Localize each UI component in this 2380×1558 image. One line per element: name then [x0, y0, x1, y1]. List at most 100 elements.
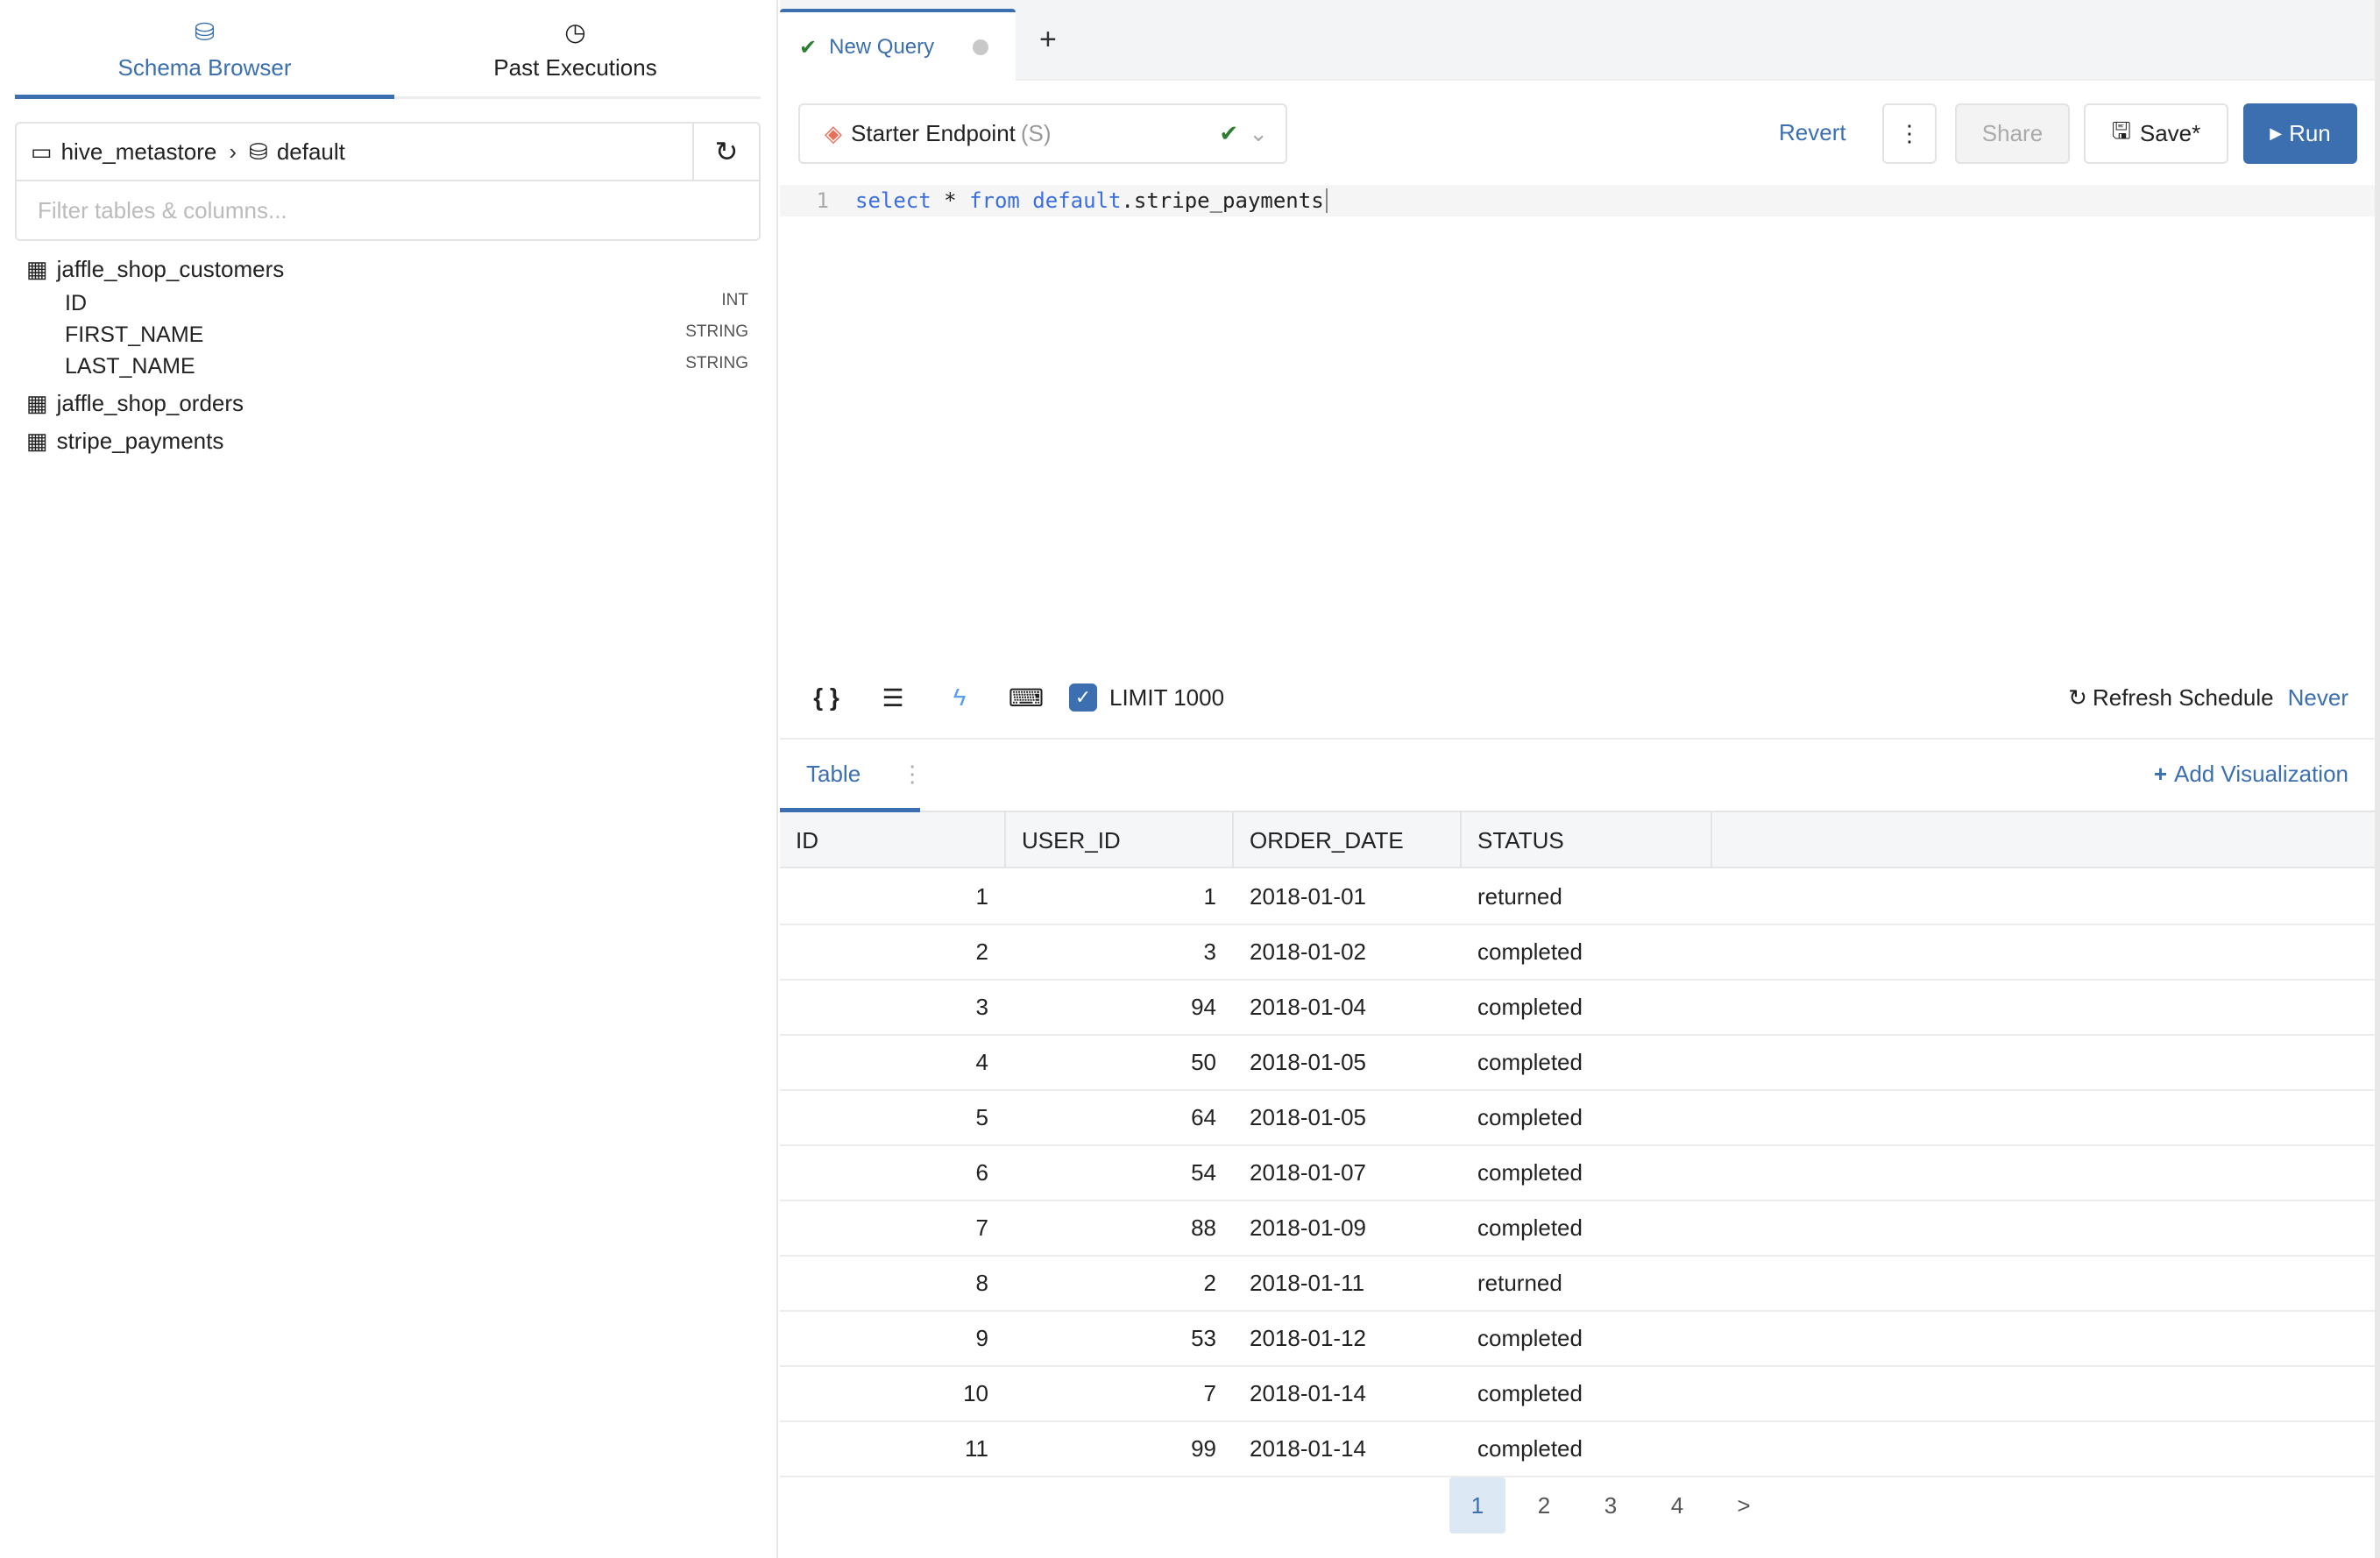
table-cell: 64	[1191, 1104, 1216, 1130]
column-header[interactable]: ID	[780, 812, 1006, 868]
more-options-button[interactable]: ⋮	[1882, 103, 1937, 164]
filter-input[interactable]	[15, 181, 761, 241]
table-icon: ▦	[26, 428, 48, 454]
scrollbar[interactable]	[2375, 0, 2380, 1558]
table-cell: 2	[975, 938, 988, 965]
table-cell: completed	[1477, 938, 1583, 965]
text-cursor	[1325, 188, 1328, 213]
table-cell: 7	[1203, 1380, 1216, 1406]
table-cell: 2	[1203, 1270, 1216, 1296]
table-cell: 9	[975, 1325, 988, 1351]
divider	[780, 738, 2375, 740]
active-tab-indicator	[15, 95, 394, 99]
refresh-schedule-value[interactable]: Never	[2287, 683, 2348, 711]
refresh-icon: ↻	[714, 136, 739, 167]
table-cell: returned	[1477, 1270, 1562, 1296]
table-cell: 2018-01-07	[1250, 1159, 1366, 1186]
sql-schema: default	[1019, 188, 1122, 213]
table-cell: 2018-01-09	[1250, 1215, 1366, 1241]
column-name: FIRST_NAME	[65, 322, 204, 347]
kebab-icon[interactable]: ⋮	[901, 761, 924, 787]
table-name: stripe_payments	[56, 428, 224, 454]
column-header[interactable]: STATUS	[1462, 812, 1712, 868]
endpoint-size: (S)	[1020, 120, 1052, 146]
table-cell: 2018-01-14	[1250, 1435, 1366, 1462]
limit-checkbox[interactable]: ✓	[1069, 683, 1097, 712]
save-label: Save*	[2139, 120, 2201, 146]
column-type: INT	[721, 291, 748, 309]
add-visualization-button[interactable]: + Add Visualization	[2154, 761, 2348, 788]
catalog-icon: ▭	[31, 138, 53, 165]
tab-table[interactable]: Table ⋮	[806, 761, 924, 788]
lightning-icon[interactable]: ϟ	[953, 683, 967, 711]
share-button[interactable]: Share	[1955, 103, 2070, 164]
endpoint-selector[interactable]: ◈ Starter Endpoint (S) ✔ ⌄	[798, 103, 1287, 164]
add-tab-button[interactable]: +	[1039, 23, 1057, 56]
tab-divider	[780, 811, 2375, 812]
endpoint-name: Starter Endpoint	[851, 120, 1016, 146]
refresh-button[interactable]: ↻	[692, 124, 759, 180]
table-item[interactable]: ▦ jaffle_shop_orders	[26, 390, 244, 417]
table-row: 2 3 2018-01-02 completed	[780, 925, 2375, 981]
breadcrumb-catalog[interactable]: hive_metastore	[60, 138, 217, 165]
table-cell: 4	[975, 1049, 988, 1075]
tab-label: New Query	[829, 35, 935, 59]
breadcrumb-schema[interactable]: default	[276, 138, 345, 165]
table-cell: completed	[1477, 1104, 1583, 1130]
table-cell: 2018-01-01	[1250, 883, 1366, 910]
table-cell: 94	[1191, 994, 1216, 1020]
column-item[interactable]: LAST_NAME STRING	[65, 354, 748, 379]
table-cell: completed	[1477, 1049, 1583, 1075]
table-cell: returned	[1477, 883, 1562, 910]
table-cell: 2018-01-05	[1250, 1049, 1366, 1075]
tab-new-query[interactable]: ✔ New Query	[780, 9, 1016, 82]
table-row: 5 64 2018-01-05 completed	[780, 1091, 2375, 1146]
editor-toolbar: { } ☰ ϟ ⌨ ✓ LIMIT 1000 ↻ Refresh Schedul…	[780, 675, 2375, 720]
plus-icon: +	[2153, 761, 2167, 787]
table-cell: 2018-01-04	[1250, 994, 1366, 1020]
page-button[interactable]: 2	[1537, 1491, 1551, 1519]
indent-icon[interactable]: ☰	[882, 683, 904, 712]
table-cell: 3	[1203, 938, 1216, 965]
check-circle-icon: ✔	[1219, 120, 1239, 146]
column-item[interactable]: FIRST_NAME STRING	[65, 322, 748, 348]
column-header[interactable]: USER_ID	[1006, 812, 1234, 868]
table-item[interactable]: ▦ jaffle_shop_customers	[26, 256, 284, 283]
table-row: 8 2 2018-01-11 returned	[780, 1257, 2375, 1312]
page-button[interactable]: 4	[1670, 1491, 1684, 1519]
sql-table: .stripe_payments	[1121, 188, 1324, 213]
page-button[interactable]: 3	[1604, 1491, 1618, 1519]
table-header: ID USER_ID ORDER_DATE STATUS	[780, 812, 2375, 868]
table-cell: completed	[1477, 1215, 1583, 1241]
table-cell: 1	[1203, 883, 1216, 910]
format-braces-icon[interactable]: { }	[813, 683, 839, 711]
line-number: 1	[816, 188, 829, 213]
tab-past-executions[interactable]: ◷ Past Executions	[386, 18, 765, 81]
refresh-icon: ↻	[2068, 683, 2087, 711]
page-button[interactable]: 1	[1449, 1477, 1505, 1533]
add-visualization-label: Add Visualization	[2174, 761, 2348, 787]
revert-button[interactable]: Revert	[1779, 119, 1846, 145]
table-cell: 5	[975, 1104, 988, 1130]
table-cell: 2018-01-05	[1250, 1104, 1366, 1130]
column-header[interactable]: ORDER_DATE	[1234, 812, 1462, 868]
table-cell: completed	[1477, 1159, 1583, 1186]
table-cell: 6	[975, 1159, 988, 1186]
next-page-button[interactable]: >	[1737, 1491, 1751, 1519]
table-cell: 50	[1191, 1049, 1216, 1075]
table-cell: 2018-01-12	[1250, 1325, 1366, 1351]
column-item[interactable]: ID INT	[65, 291, 748, 316]
tab-schema-browser[interactable]: ⛁ Schema Browser	[15, 18, 394, 81]
keyboard-icon[interactable]: ⌨	[1008, 683, 1045, 712]
table-cell: completed	[1477, 1325, 1583, 1351]
table-item[interactable]: ▦ stripe_payments	[26, 428, 223, 455]
sql-editor[interactable]: 1 select * from default .stripe_payments	[780, 185, 2375, 216]
run-button[interactable]: ▶ Run	[2243, 103, 2357, 164]
pagination: 1 2 3 4 >	[1449, 1477, 1782, 1533]
run-label: Run	[2289, 120, 2331, 146]
table-cell: 99	[1191, 1435, 1216, 1462]
table-cell: completed	[1477, 1380, 1583, 1406]
table-row: 6 54 2018-01-07 completed	[780, 1146, 2375, 1201]
table-row: 7 88 2018-01-09 completed	[780, 1201, 2375, 1257]
save-button[interactable]: 🖫 Save*	[2084, 103, 2228, 164]
